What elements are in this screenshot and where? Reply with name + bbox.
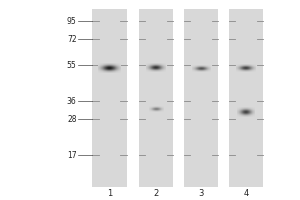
Text: 55: 55 <box>67 60 76 70</box>
Bar <box>184 9 218 187</box>
Text: 17: 17 <box>67 150 76 160</box>
Bar <box>92 9 127 187</box>
Text: 72: 72 <box>67 34 76 44</box>
Bar <box>139 9 173 187</box>
Text: 1: 1 <box>107 189 112 198</box>
Text: 2: 2 <box>153 189 159 198</box>
Text: 95: 95 <box>67 17 76 25</box>
Text: 28: 28 <box>67 114 76 123</box>
Bar <box>229 9 263 187</box>
Text: 3: 3 <box>198 189 204 198</box>
Text: 4: 4 <box>243 189 249 198</box>
Text: 36: 36 <box>67 97 76 106</box>
